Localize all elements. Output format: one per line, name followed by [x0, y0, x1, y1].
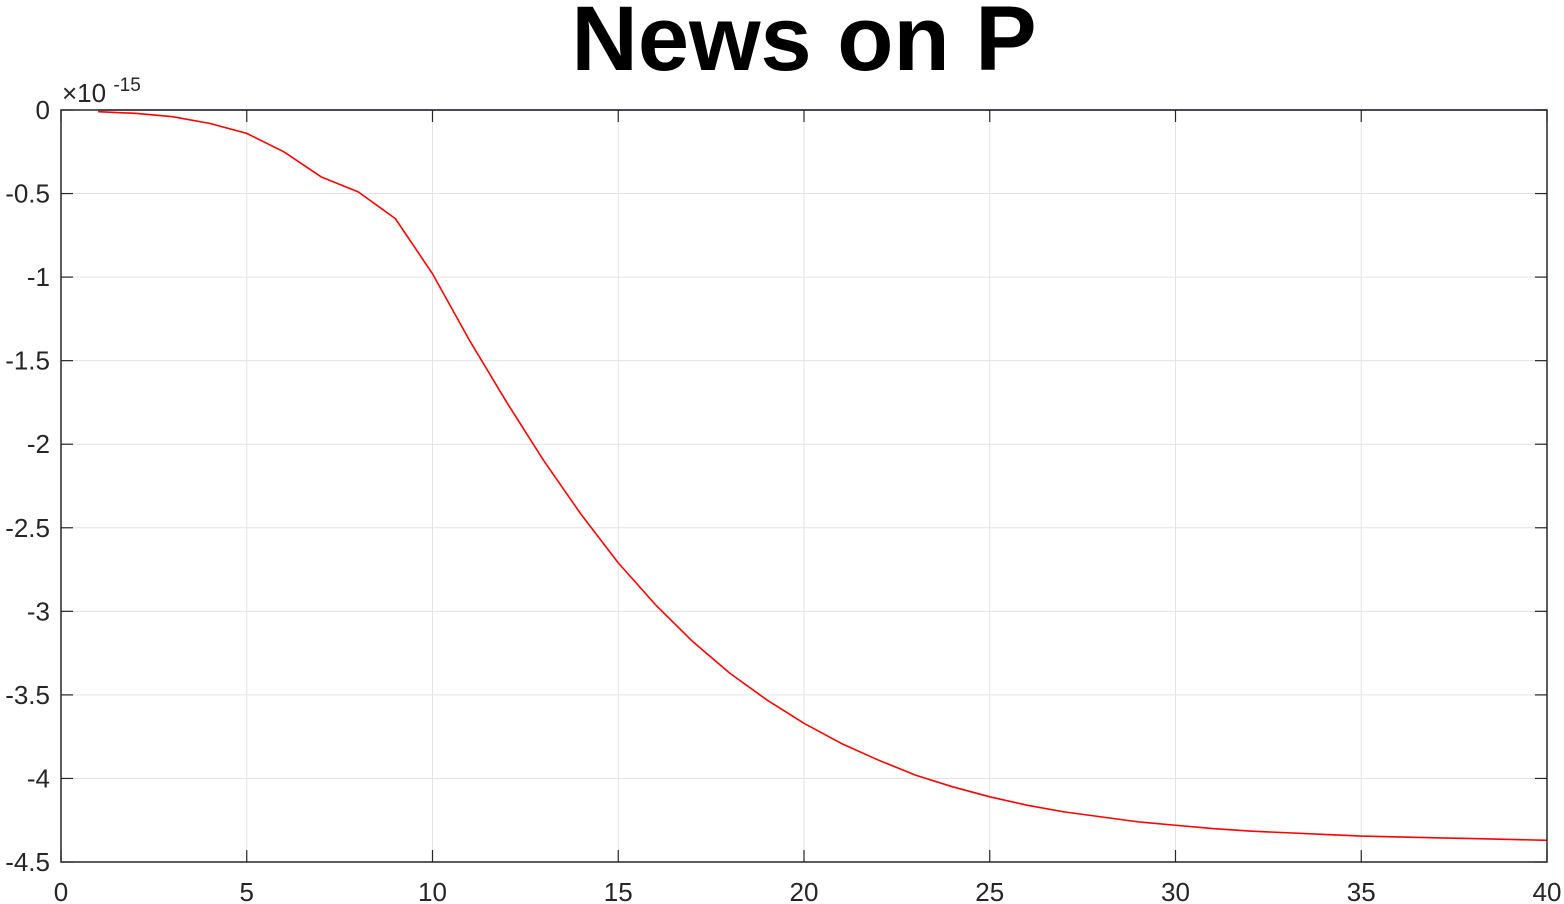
- y-tick-label: -4: [27, 763, 50, 793]
- x-tick-label: 10: [418, 877, 447, 904]
- y-tick-label: 0: [36, 95, 50, 125]
- y-tick-label: -2: [27, 429, 50, 459]
- x-tick-label: 25: [975, 877, 1004, 904]
- y-axis-multiplier: ×10 -15: [62, 75, 141, 108]
- y-tick-label: -4.5: [5, 847, 50, 877]
- x-tick-label: 5: [240, 877, 254, 904]
- x-tick-label: 0: [54, 877, 68, 904]
- y-tick-label: -3.5: [5, 680, 50, 710]
- series-line-1: [98, 110, 1548, 842]
- x-tick-label: 15: [604, 877, 633, 904]
- y-axis-multiplier-exponent: -15: [113, 75, 140, 96]
- axis-ticks: 0 5 10 15 20 25 30 35 40 0 -0.5 -1 -1.5 -2 -2.5 -3 -3.5 -…: [5, 95, 1561, 904]
- y-tick-label: -1: [27, 262, 50, 292]
- grid: [60, 109, 1548, 863]
- x-tick-label: 35: [1347, 877, 1376, 904]
- series-layer: [98, 109, 1548, 842]
- chart-title: News on P: [571, 0, 1036, 90]
- x-tick-label: 40: [1533, 877, 1562, 904]
- y-tick-label: -2.5: [5, 513, 50, 543]
- x-tick-label: 20: [790, 877, 819, 904]
- y-tick-label: -1.5: [5, 346, 50, 376]
- y-tick-label: -0.5: [5, 179, 50, 209]
- y-axis-multiplier-base: ×10: [62, 78, 106, 108]
- x-tick-label: 30: [1161, 877, 1190, 904]
- y-tick-label: -3: [27, 596, 50, 626]
